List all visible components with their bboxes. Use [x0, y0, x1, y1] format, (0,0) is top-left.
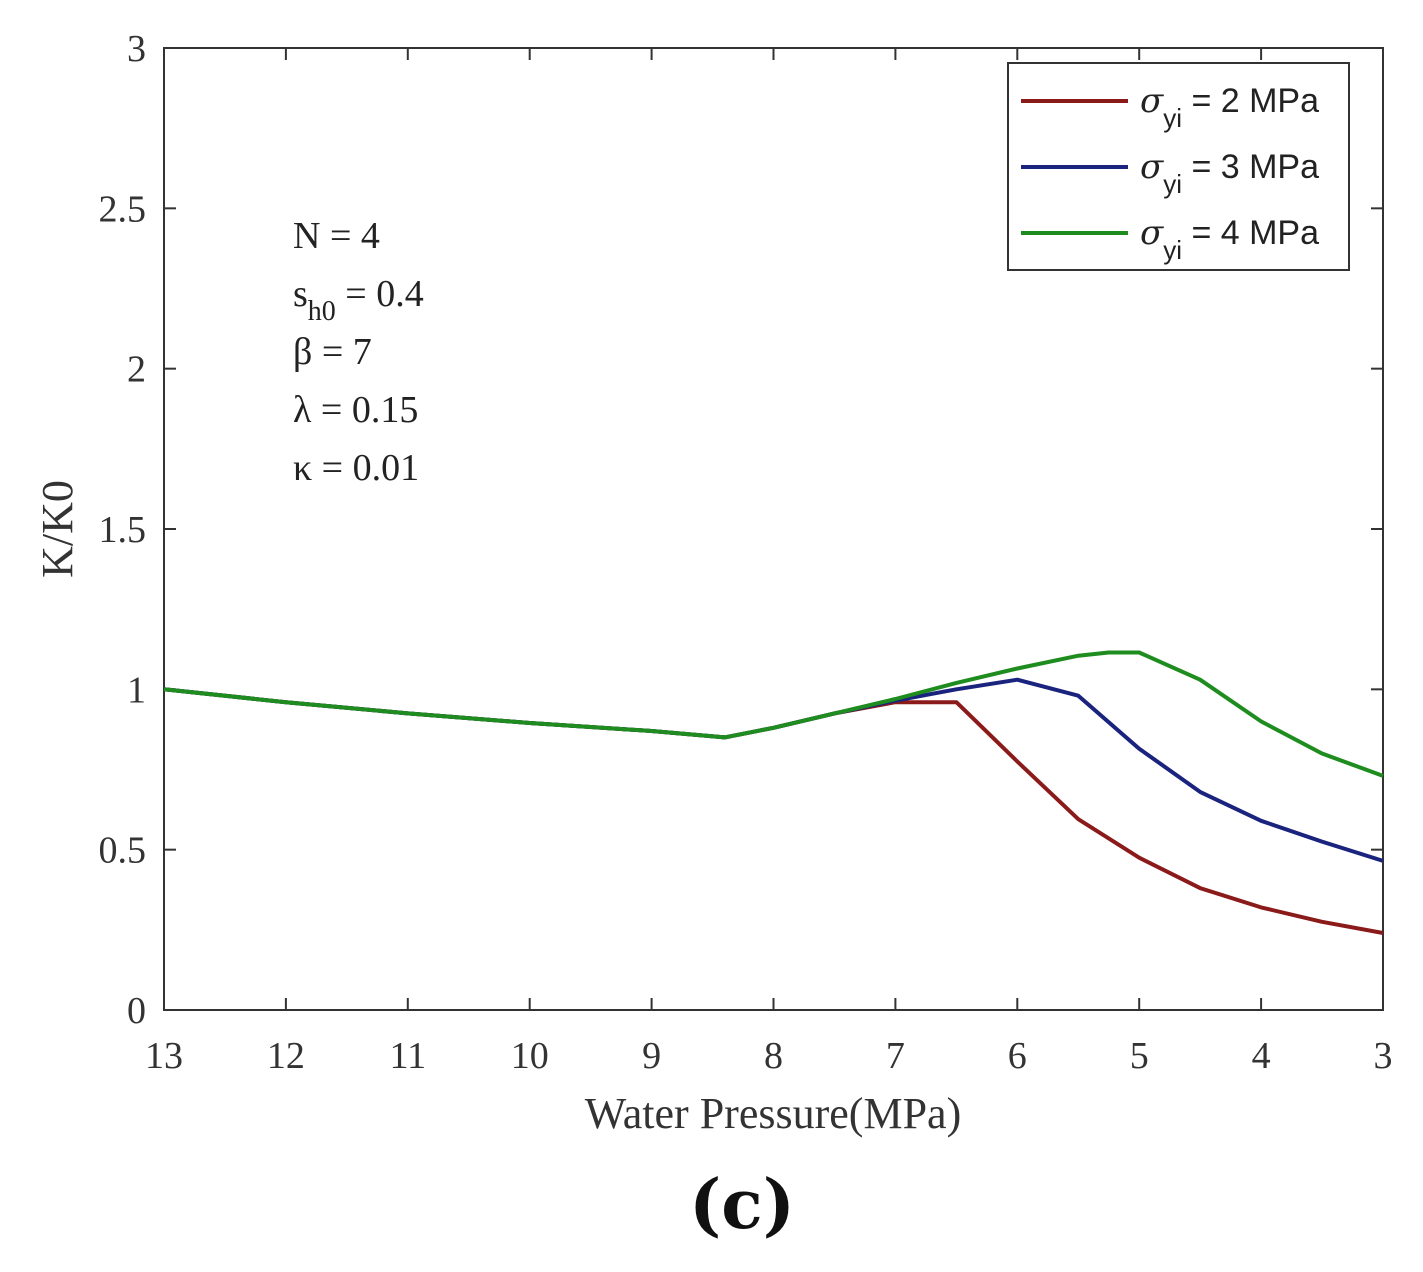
x-tick-label: 6	[1008, 1035, 1027, 1077]
y-tick-label: 1	[127, 669, 146, 711]
x-tick-label: 8	[764, 1035, 783, 1077]
annotation-main: s	[293, 273, 308, 315]
legend-tail: = 3 MPa	[1182, 148, 1319, 186]
series-lines	[163, 650, 1384, 935]
legend-sub: yi	[1163, 103, 1182, 133]
x-tick-label: 11	[390, 1035, 427, 1077]
x-tick-label: 3	[1374, 1035, 1393, 1077]
legend-symbol: σ	[1140, 81, 1164, 121]
x-axis-title: Water Pressure(MPa)	[585, 1089, 961, 1138]
annotation-line: κ = 0.01	[293, 447, 419, 489]
x-tick-label: 7	[886, 1035, 905, 1077]
legend-sub: yi	[1163, 169, 1182, 199]
legend-symbol: σ	[1140, 213, 1164, 253]
series-line-3	[163, 650, 1384, 778]
x-tick-label: 10	[511, 1035, 549, 1077]
y-tick-label: 0.5	[99, 830, 147, 872]
legend-symbol: σ	[1140, 147, 1164, 187]
y-axis-title: K/K0	[33, 480, 82, 578]
annotation-main: β = 7	[293, 331, 372, 373]
y-tick-label: 1.5	[99, 509, 147, 551]
legend-tail: = 2 MPa	[1182, 82, 1319, 120]
annotation-main: κ = 0.01	[293, 447, 419, 489]
legend-label-3: σyi = 4 MPa	[1140, 213, 1319, 265]
annotation-main: N = 4	[293, 215, 380, 257]
y-tick-label: 0	[127, 990, 146, 1032]
annotation-main: λ = 0.15	[293, 389, 418, 431]
y-tick-label: 3	[127, 28, 146, 70]
y-tick-label: 2	[127, 349, 146, 391]
annotation-line: β = 7	[293, 331, 372, 373]
annotation-sub: h0	[308, 296, 336, 327]
x-axis-ticks: 13 12 11 10 9 8 7 6 5 4 3	[145, 48, 1393, 1077]
x-tick-label: 9	[642, 1035, 661, 1077]
x-tick-label: 12	[267, 1035, 305, 1077]
annotation-tail: = 0.4	[336, 273, 424, 315]
legend-label-1: σyi = 2 MPa	[1140, 81, 1319, 133]
x-tick-label: 4	[1252, 1035, 1271, 1077]
legend-tail: = 4 MPa	[1182, 214, 1319, 252]
y-axis-ticks: 0 0.5 1 1.5 2 2.5 3	[99, 28, 1383, 1032]
y-tick-label: 2.5	[99, 188, 147, 230]
annotation-line: N = 4	[293, 215, 380, 257]
panel-label: (c)	[689, 1165, 795, 1245]
legend-sub: yi	[1163, 235, 1182, 265]
x-tick-label: 5	[1130, 1035, 1149, 1077]
x-tick-label: 13	[145, 1035, 183, 1077]
annotation-line: sh0 = 0.4	[293, 273, 424, 327]
legend-label-2: σyi = 3 MPa	[1140, 147, 1319, 199]
annotation-line: λ = 0.15	[293, 389, 418, 431]
